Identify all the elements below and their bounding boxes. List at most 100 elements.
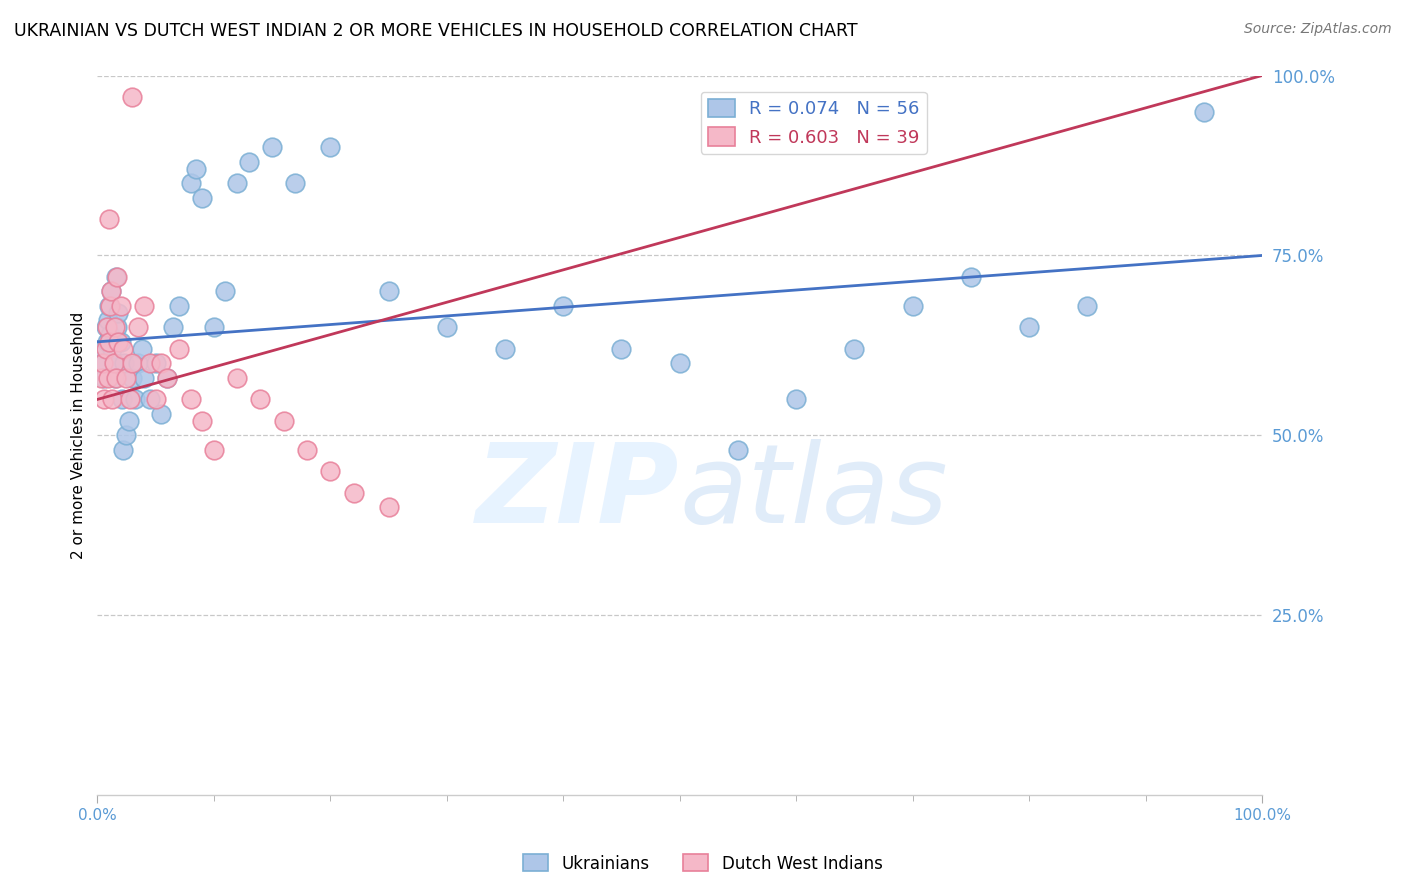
Point: [436, 320, 458, 334]
Point: [668, 356, 690, 370]
Point: [103, 356, 125, 370]
Point: [104, 371, 127, 385]
Point: [901, 299, 924, 313]
Point: [214, 285, 236, 299]
Point: [494, 342, 516, 356]
Point: [101, 392, 124, 407]
Point: [98, 334, 121, 349]
Text: atlas: atlas: [679, 440, 948, 547]
Point: [132, 299, 155, 313]
Point: [107, 306, 129, 320]
Point: [121, 371, 143, 385]
Text: UKRAINIAN VS DUTCH WEST INDIAN 2 OR MORE VEHICLES IN HOUSEHOLD CORRELATION CHART: UKRAINIAN VS DUTCH WEST INDIAN 2 OR MORE…: [14, 22, 858, 40]
Point: [110, 334, 132, 349]
Point: [96, 320, 118, 334]
Point: [284, 177, 307, 191]
Point: [131, 342, 153, 356]
Point: [139, 392, 162, 407]
Point: [112, 356, 135, 370]
Point: [91, 356, 114, 370]
Point: [156, 371, 179, 385]
Point: [93, 392, 115, 407]
Point: [105, 320, 128, 334]
Point: [226, 371, 249, 385]
Point: [121, 90, 143, 104]
Point: [150, 407, 173, 421]
Point: [377, 285, 399, 299]
Legend: Ukrainians, Dutch West Indians: Ukrainians, Dutch West Indians: [517, 847, 889, 880]
Point: [249, 392, 271, 407]
Point: [127, 356, 149, 370]
Point: [98, 212, 121, 227]
Point: [93, 371, 115, 385]
Point: [180, 177, 202, 191]
Point: [238, 154, 260, 169]
Point: [94, 320, 117, 334]
Point: [105, 270, 128, 285]
Point: [156, 371, 179, 385]
Point: [118, 414, 141, 428]
Point: [118, 392, 141, 407]
Point: [844, 342, 866, 356]
Point: [127, 320, 149, 334]
Point: [97, 371, 120, 385]
Point: [226, 177, 249, 191]
Point: [727, 442, 749, 457]
Point: [145, 392, 167, 407]
Y-axis label: 2 or more Vehicles in Household: 2 or more Vehicles in Household: [72, 312, 86, 559]
Point: [90, 371, 112, 385]
Point: [110, 299, 132, 313]
Point: [132, 371, 155, 385]
Point: [1076, 299, 1098, 313]
Point: [342, 486, 364, 500]
Point: [260, 140, 283, 154]
Point: [180, 392, 202, 407]
Point: [103, 356, 125, 370]
Point: [115, 428, 138, 442]
Point: [111, 342, 134, 356]
Point: [785, 392, 807, 407]
Point: [98, 327, 121, 342]
Point: [1018, 320, 1040, 334]
Point: [90, 342, 112, 356]
Point: [139, 356, 162, 370]
Point: [1192, 104, 1215, 119]
Point: [100, 285, 122, 299]
Legend: R = 0.074   N = 56, R = 0.603   N = 39: R = 0.074 N = 56, R = 0.603 N = 39: [700, 92, 927, 154]
Point: [107, 334, 129, 349]
Point: [94, 342, 117, 356]
Point: [101, 342, 124, 356]
Point: [191, 414, 214, 428]
Point: [121, 356, 143, 370]
Point: [96, 334, 118, 349]
Point: [553, 299, 575, 313]
Point: [98, 299, 121, 313]
Point: [186, 162, 208, 177]
Point: [319, 464, 342, 478]
Point: [377, 500, 399, 515]
Point: [98, 299, 121, 313]
Point: [202, 442, 225, 457]
Text: ZIP: ZIP: [477, 440, 679, 547]
Point: [273, 414, 295, 428]
Point: [167, 299, 190, 313]
Point: [104, 320, 127, 334]
Point: [111, 442, 134, 457]
Point: [91, 356, 114, 370]
Point: [115, 371, 138, 385]
Point: [167, 342, 190, 356]
Point: [162, 320, 184, 334]
Text: Source: ZipAtlas.com: Source: ZipAtlas.com: [1244, 22, 1392, 37]
Point: [104, 371, 127, 385]
Point: [111, 392, 134, 407]
Point: [100, 285, 122, 299]
Point: [610, 342, 633, 356]
Point: [97, 313, 120, 327]
Point: [191, 191, 214, 205]
Point: [319, 140, 342, 154]
Point: [145, 356, 167, 370]
Point: [295, 442, 318, 457]
Point: [202, 320, 225, 334]
Point: [960, 270, 983, 285]
Point: [104, 270, 127, 285]
